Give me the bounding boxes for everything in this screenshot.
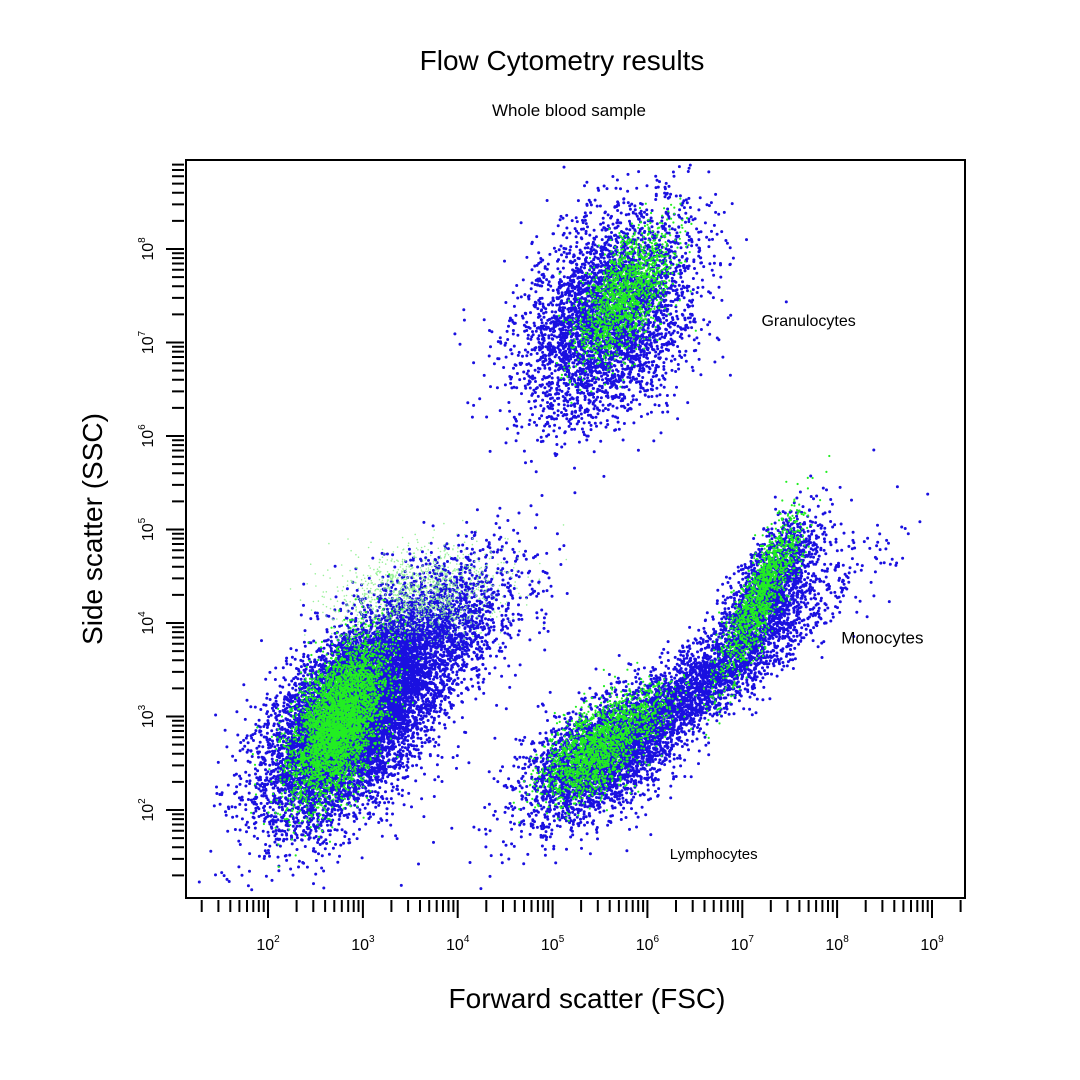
x-axis-label: Forward scatter (FSC) [449,983,726,1014]
population-labels: Granulocytes Monocytes Lymphocytes [670,313,924,863]
x-tick-label: 104 [446,934,470,954]
x-tick-label: 105 [541,934,565,954]
x-axis-tick-labels: 102 103 104 105 106 107 108 109 [256,934,944,954]
x-tick-marks [200,900,962,918]
y-axis-ticks [166,163,184,877]
chart-subtitle: Whole blood sample [492,101,646,120]
y-axis-tick-labels: 102 103 104 105 106 107 108 [137,237,157,822]
x-tick-label: 106 [636,934,660,954]
x-tick-label: 102 [256,934,280,954]
x-tick-label: 108 [825,934,849,954]
y-tick-marks [166,163,184,877]
scatter-points-light-green [289,519,568,662]
population-label: Lymphocytes [670,846,758,863]
data-points [197,163,930,892]
scatter-points-green [250,197,831,868]
population-label: Monocytes [841,629,923,648]
y-tick-label: 103 [137,704,157,728]
x-tick-label: 107 [731,934,755,954]
y-tick-label: 108 [137,237,157,261]
y-axis-label: Side scatter (SSC) [77,413,108,645]
chart-title: Flow Cytometry results [420,45,705,76]
y-tick-label: 102 [137,798,157,822]
plot-frame [185,159,966,899]
x-tick-label: 109 [920,934,944,954]
population-label: Granulocytes [761,313,855,330]
x-axis-ticks [200,900,962,918]
y-tick-label: 104 [137,611,157,635]
y-tick-label: 107 [137,330,157,354]
y-tick-label: 106 [137,424,157,448]
x-tick-label: 103 [351,934,375,954]
y-tick-label: 105 [137,517,157,541]
